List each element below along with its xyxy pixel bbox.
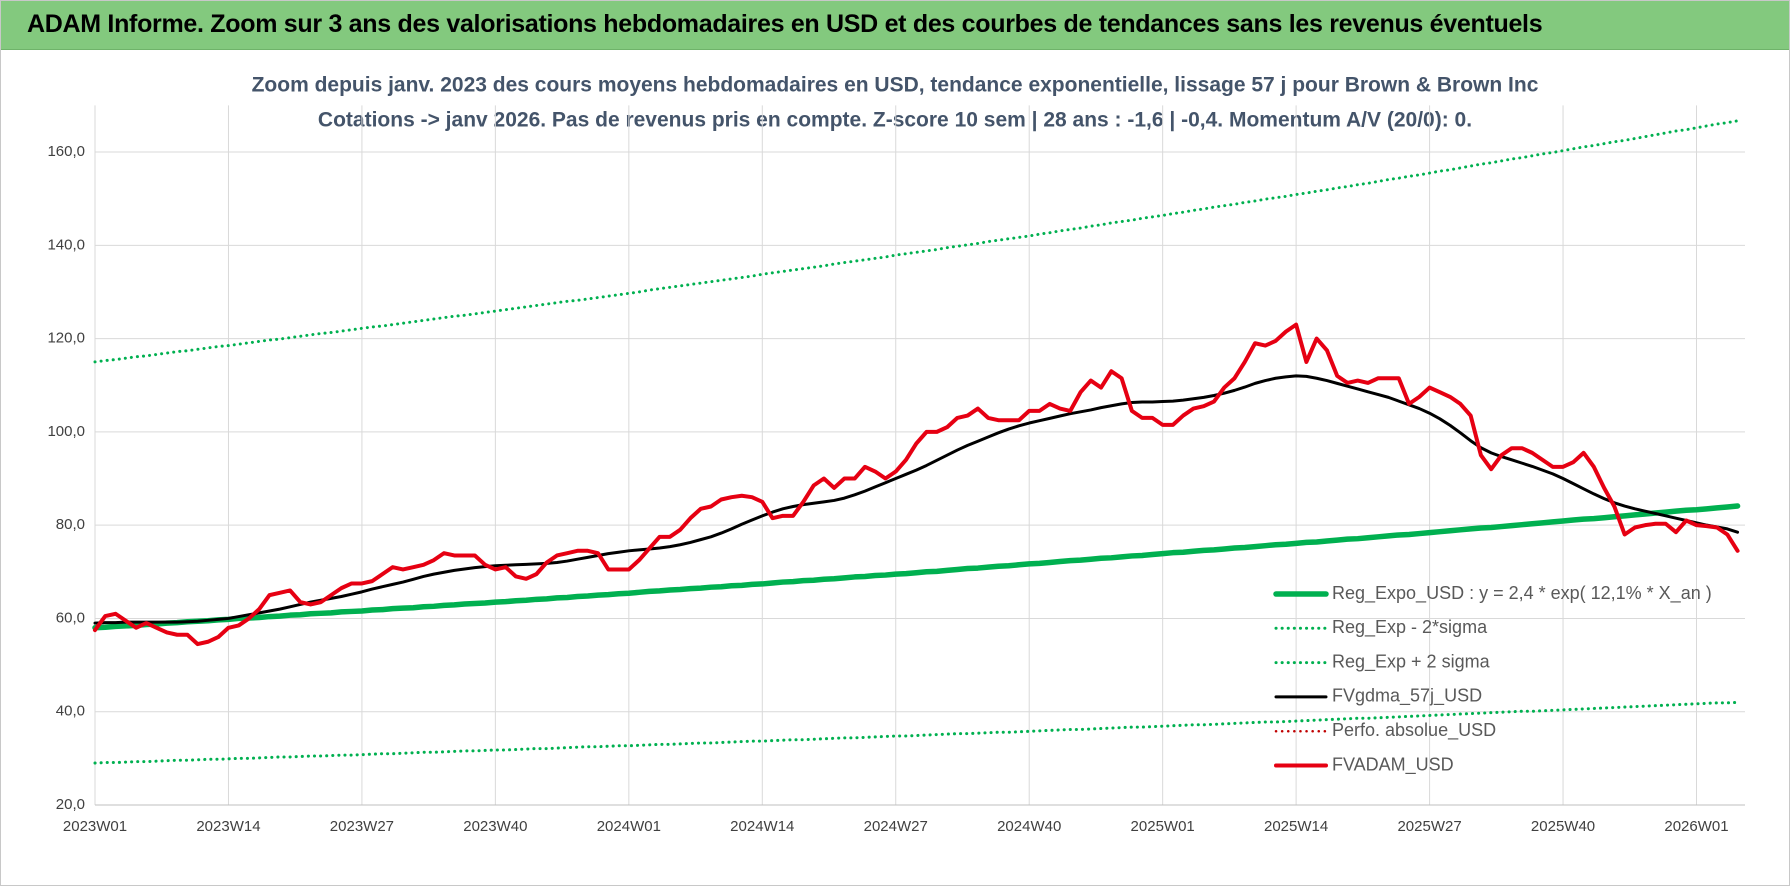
header-title: ADAM Informe. Zoom sur 3 ans des valoris… [27,10,1543,38]
series-line [93,322,1740,647]
x-tick-label: 2024W14 [730,818,794,835]
x-tick-label: 2024W27 [864,818,928,835]
x-tick-label: 2025W40 [1531,818,1595,835]
x-tick-label: 2023W14 [196,818,260,835]
legend-label: Perfo. absolue_USD [1332,720,1496,741]
legend-label: Reg_Exp + 2 sigma [1332,651,1491,672]
x-tick-label: 2026W01 [1664,818,1728,835]
series-line [92,503,1741,631]
series-line [93,374,1740,625]
x-tick-label: 2025W01 [1131,818,1195,835]
x-tick-label: 2024W01 [597,818,661,835]
x-tick-label: 2025W14 [1264,818,1328,835]
x-tick-label: 2025W27 [1397,818,1461,835]
y-tick-label: 80,0 [56,516,85,533]
legend-label: FVADAM_USD [1332,754,1454,775]
y-tick-label: 100,0 [47,423,85,440]
y-tick-label: 120,0 [47,330,85,347]
y-tick-label: 160,0 [47,143,85,160]
series-line [93,119,1740,364]
chart-subtitle: Cotations -> janv 2026. Pas de revenus p… [318,109,1472,132]
series-line [93,700,1740,765]
y-tick-label: 60,0 [56,609,85,626]
legend-label: Reg_Exp - 2*sigma [1332,617,1488,638]
legend-label: FVgdma_57j_USD [1332,686,1482,707]
y-tick-label: 40,0 [56,703,85,720]
x-tick-label: 2023W27 [330,818,394,835]
x-tick-label: 2024W40 [997,818,1061,835]
x-tick-label: 2023W40 [463,818,527,835]
header-bar: ADAM Informe. Zoom sur 3 ans des valoris… [1,1,1789,50]
chart-title: Zoom depuis janv. 2023 des cours moyens … [252,74,1539,97]
x-tick-label: 2023W01 [63,818,127,835]
legend-label: Reg_Expo_USD : y = 2,4 * exp( 12,1% * X_… [1332,583,1712,604]
y-tick-label: 140,0 [47,236,85,253]
y-tick-label: 20,0 [56,796,85,813]
